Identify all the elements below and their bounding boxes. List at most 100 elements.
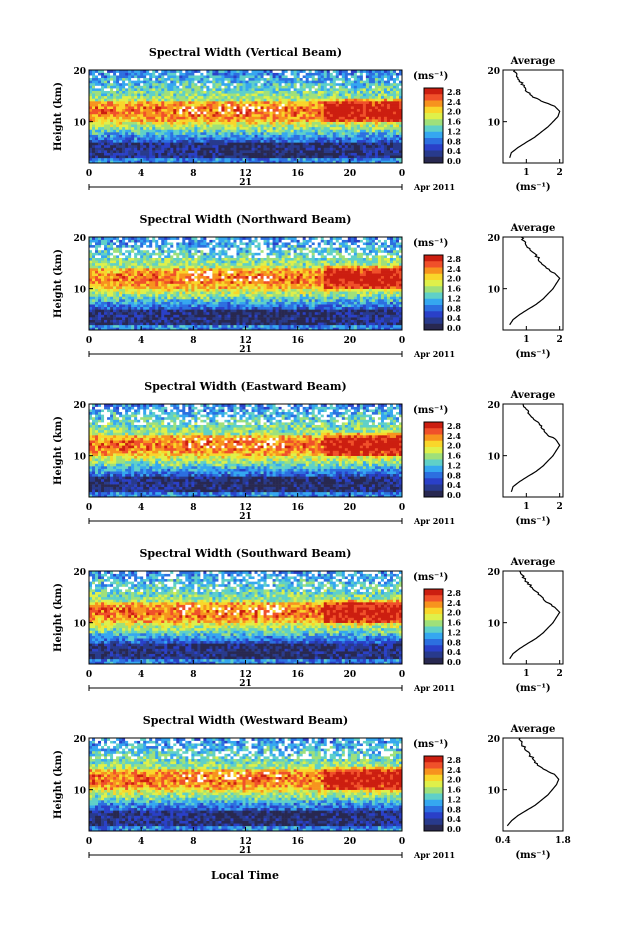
heatmap-cell	[368, 126, 373, 130]
heatmap-cell	[203, 160, 207, 164]
heatmap-cell	[113, 142, 117, 146]
heatmap-cell	[161, 95, 165, 99]
heatmap-cell	[122, 152, 126, 156]
heatmap-cell	[125, 121, 129, 125]
heatmap-cell	[218, 324, 222, 328]
heatmap-cell	[329, 113, 334, 117]
heatmap-cell	[281, 121, 285, 125]
heatmap-cell	[191, 319, 195, 323]
heatmap-cell	[254, 116, 258, 120]
heatmap-cell	[254, 93, 258, 97]
heatmap-cell	[245, 155, 249, 159]
heatmap-cell	[272, 157, 276, 161]
heatmap-cell	[185, 319, 189, 323]
heatmap-cell	[104, 85, 108, 89]
heatmap-cell	[197, 322, 201, 326]
heatmap-cell	[155, 72, 159, 76]
heatmap-cell	[140, 98, 144, 102]
heatmap-cell	[248, 301, 252, 305]
heatmap-cell	[218, 106, 222, 110]
heatmap-cell	[263, 72, 267, 76]
heatmap-cell	[161, 121, 165, 125]
heatmap-cell	[98, 108, 102, 112]
heatmap-cell	[170, 124, 174, 128]
heatmap-cell	[272, 327, 276, 331]
heatmap-cell	[248, 119, 252, 122]
heatmap-cell	[116, 70, 120, 73]
heatmap-cell	[335, 132, 340, 135]
heatmap-cell	[140, 152, 144, 156]
heatmap-cell	[275, 304, 279, 308]
heatmap-cell	[242, 95, 246, 99]
heatmap-cell	[212, 77, 216, 81]
heatmap-cell	[212, 98, 216, 102]
heatmap-cell	[290, 106, 294, 110]
heatmap-cell	[227, 314, 231, 318]
heatmap-cell	[278, 85, 282, 89]
heatmap-cell	[377, 113, 382, 117]
heatmap-cell	[308, 155, 313, 159]
heatmap-cell	[125, 157, 129, 161]
heatmap-cell	[338, 322, 343, 326]
heatmap-cell	[134, 126, 138, 130]
heatmap-cell	[203, 301, 207, 305]
heatmap-cell	[209, 155, 213, 159]
heatmap-cell	[107, 93, 111, 97]
heatmap-cell	[140, 119, 144, 122]
heatmap-cell	[341, 101, 346, 104]
heatmap-cell	[383, 147, 388, 151]
heatmap-cell	[287, 121, 291, 125]
heatmap-cell	[218, 132, 222, 135]
heatmap-cell	[365, 119, 370, 122]
heatmap-cell	[302, 113, 306, 117]
heatmap-cell	[203, 129, 207, 133]
heatmap-cell	[125, 324, 129, 328]
heatmap-cell	[119, 103, 123, 107]
heatmap-cell	[236, 77, 240, 81]
heatmap-cell	[137, 116, 141, 120]
heatmap-cell	[101, 299, 105, 302]
heatmap-cell	[95, 311, 99, 315]
heatmap-cell	[272, 160, 276, 164]
heatmap-cell	[146, 139, 150, 143]
heatmap-cell	[122, 139, 126, 143]
heatmap-cell	[179, 98, 183, 102]
heatmap-cell	[239, 317, 243, 320]
heatmap-cell	[389, 82, 394, 86]
heatmap-cell	[119, 322, 123, 326]
heatmap-cell	[158, 72, 162, 76]
heatmap-cell	[176, 126, 180, 130]
heatmap-cell	[239, 327, 243, 331]
heatmap-cell	[209, 82, 213, 86]
heatmap-cell	[206, 137, 210, 141]
heatmap-cell	[275, 306, 279, 310]
heatmap-cell	[290, 77, 294, 81]
heatmap-cell	[290, 132, 294, 135]
heatmap-cell	[197, 301, 201, 305]
heatmap-cell	[374, 121, 379, 125]
heatmap-cell	[368, 304, 373, 308]
heatmap-cell	[140, 121, 144, 125]
heatmap-cell	[314, 144, 319, 148]
heatmap-cell	[227, 90, 231, 94]
heatmap-cell	[230, 139, 234, 143]
heatmap-cell	[308, 85, 313, 89]
heatmap-cell	[233, 113, 237, 117]
heatmap-cell	[110, 98, 114, 102]
heatmap-cell	[107, 324, 111, 328]
heatmap-cell	[152, 142, 156, 146]
heatmap-cell	[281, 142, 285, 146]
heatmap-cell	[368, 314, 373, 318]
heatmap-cell	[335, 319, 340, 323]
heatmap-cell	[302, 155, 306, 159]
heatmap-cell	[380, 108, 385, 112]
heatmap-cell	[374, 90, 379, 94]
heatmap-cell	[149, 147, 153, 151]
heatmap-cell	[284, 129, 288, 133]
heatmap-cell	[116, 299, 120, 302]
heatmap-cell	[374, 152, 379, 156]
heatmap-cell	[383, 72, 388, 76]
heatmap-cell	[122, 93, 126, 97]
heatmap-cell	[332, 132, 337, 135]
heatmap-cell	[215, 72, 219, 76]
